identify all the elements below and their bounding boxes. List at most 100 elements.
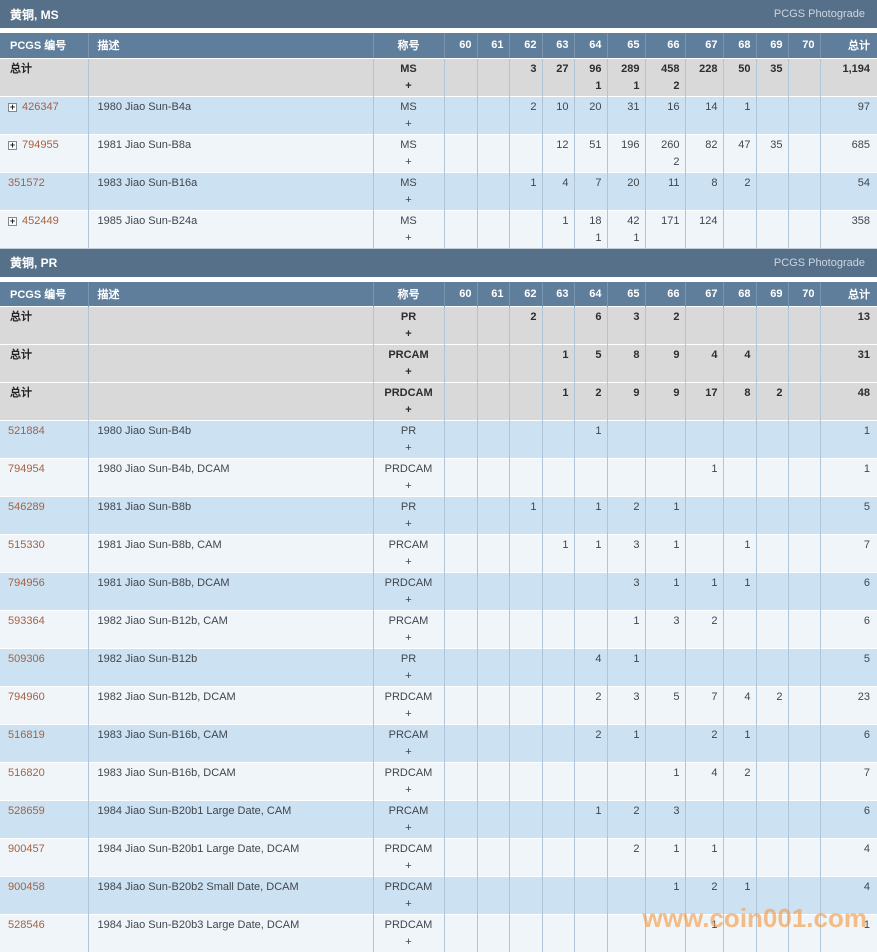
grade-count: 16 <box>667 100 680 113</box>
grade-count-cell-64: 1 <box>573 800 607 839</box>
grade-count <box>445 803 472 820</box>
grade-count-cell-65: 289 1 <box>606 57 645 96</box>
grade-count-cell-63: 1 <box>541 344 574 383</box>
description-text <box>98 347 373 364</box>
total-label: 总计 <box>10 62 32 75</box>
plus-grade-count <box>646 402 680 419</box>
grade-count <box>789 765 815 782</box>
plus-grade-count <box>510 192 537 209</box>
plus-grade-count <box>789 478 815 495</box>
photograde-link[interactable]: PCGS Photograde <box>773 8 865 20</box>
grade-count-cell-65: 2 <box>606 838 645 877</box>
pcgs-number-link[interactable]: 546289 <box>8 501 45 513</box>
total-count-cell: 54 <box>819 171 877 210</box>
plus-grade-count <box>757 230 783 247</box>
total-count-cell: 1,194 <box>819 57 877 96</box>
plus-grade-count <box>724 592 751 609</box>
grade-count-cell-64: 7 <box>573 171 607 210</box>
grade-count <box>543 917 569 934</box>
pcgs-number-link[interactable]: 900458 <box>8 881 45 893</box>
grade-count <box>757 309 783 326</box>
grade-count-cell-66: 458 2 <box>644 57 685 96</box>
plus-grade-count <box>724 154 751 171</box>
expand-icon[interactable] <box>8 216 17 226</box>
plus-grade-count <box>789 440 815 457</box>
grade-count: 1 <box>562 349 569 361</box>
grade-count-cell-70 <box>787 534 820 573</box>
photograde-link[interactable]: PCGS Photograde <box>773 256 865 269</box>
grade-count: 1 <box>562 387 569 399</box>
pcgs-number-link[interactable]: 794954 <box>8 463 45 475</box>
pcgs-number-link[interactable]: 794955 <box>22 138 59 151</box>
pcgs-number-link[interactable]: 521884 <box>8 425 45 437</box>
grade-count: 2 <box>633 843 640 855</box>
plus-grade-count <box>510 668 537 685</box>
grade-count-cell-63 <box>541 610 574 649</box>
plus-total-count <box>821 78 870 95</box>
grade-count <box>445 499 472 516</box>
pcgs-number-cell: 509306 <box>0 648 88 687</box>
grade-count: 9 <box>673 387 680 399</box>
pcgs-number-link[interactable]: 516819 <box>8 729 45 741</box>
grade-count: 196 <box>621 138 640 151</box>
column-header-grade-63: 63 <box>541 33 574 58</box>
plus-grade-count <box>445 516 472 533</box>
plus-grade-count <box>575 706 602 723</box>
plus-grade-count <box>478 554 504 571</box>
grade-count <box>478 879 504 896</box>
expand-icon[interactable] <box>8 102 17 112</box>
pcgs-number-link[interactable]: 528546 <box>8 919 45 931</box>
pcgs-number-link[interactable]: 593364 <box>8 615 45 627</box>
grade-count-cell-63 <box>541 306 574 345</box>
plus-grade-count <box>724 402 751 419</box>
grade-count <box>757 499 783 516</box>
grade-count-cell-61 <box>476 133 509 172</box>
pcgs-number-link[interactable]: 452449 <box>22 214 59 227</box>
grade-count <box>445 917 472 934</box>
expand-icon[interactable] <box>8 140 17 150</box>
grade-count-cell-64: 5 <box>573 344 607 383</box>
grade-count-cell-69 <box>755 876 788 915</box>
pcgs-number-link[interactable]: 794960 <box>8 691 45 703</box>
pcgs-number-link[interactable]: 509306 <box>8 653 45 665</box>
description-text: 1980 Jiao Sun-B4a <box>97 100 192 113</box>
plus-grade-count <box>757 192 783 209</box>
grade-count-cell-69 <box>755 496 788 535</box>
grade-count: 1 <box>595 539 602 551</box>
column-header-grade-61: 61 <box>476 281 509 307</box>
description-cell: 1982 Jiao Sun-B12b, DCAM <box>87 686 373 725</box>
grade-count-cell-60 <box>443 838 477 877</box>
pcgs-number-link[interactable]: 794956 <box>8 577 45 589</box>
grade-count-cell-63 <box>541 914 574 952</box>
plus-grade-count <box>445 78 472 95</box>
pcgs-number-link[interactable]: 351572 <box>8 176 45 189</box>
grade-count: 1 <box>633 653 640 665</box>
total-row: 总计 MS +3 27 96 1 289 1 458 2 228 50 35 1,194 <box>0 57 877 96</box>
description-cell: 1982 Jiao Sun-B12b, CAM <box>87 610 373 649</box>
plus-grade-count <box>686 154 718 171</box>
description-cell: 1983 Jiao Sun-B16b, DCAM <box>87 762 373 801</box>
column-header-designation: 称号 <box>372 33 444 58</box>
pcgs-number-link[interactable]: 516820 <box>8 767 45 779</box>
total-count: 23 <box>857 691 870 703</box>
plus-grade-count <box>686 402 718 419</box>
grade-count: 1 <box>744 577 751 589</box>
pcgs-number-link[interactable]: 515330 <box>8 539 45 551</box>
pcgs-number-link[interactable]: 528659 <box>8 805 45 817</box>
grade-count <box>445 347 472 364</box>
designation-label: PRCAM <box>388 729 429 741</box>
grade-count <box>575 841 602 858</box>
grade-count <box>445 99 472 116</box>
total-count-cell: 23 <box>819 686 877 725</box>
plus-designation-label: + <box>405 442 412 454</box>
grade-count <box>478 61 504 78</box>
plus-grade-count <box>608 896 640 913</box>
grade-count-cell-70 <box>787 344 820 383</box>
plus-grade-count <box>478 782 504 799</box>
pcgs-number-link[interactable]: 900457 <box>8 843 45 855</box>
grade-count-cell-67 <box>684 800 723 839</box>
plus-total-count <box>821 116 870 133</box>
pcgs-number-link[interactable]: 426347 <box>22 100 59 113</box>
grade-count <box>724 917 751 934</box>
plus-grade-count <box>646 744 680 761</box>
